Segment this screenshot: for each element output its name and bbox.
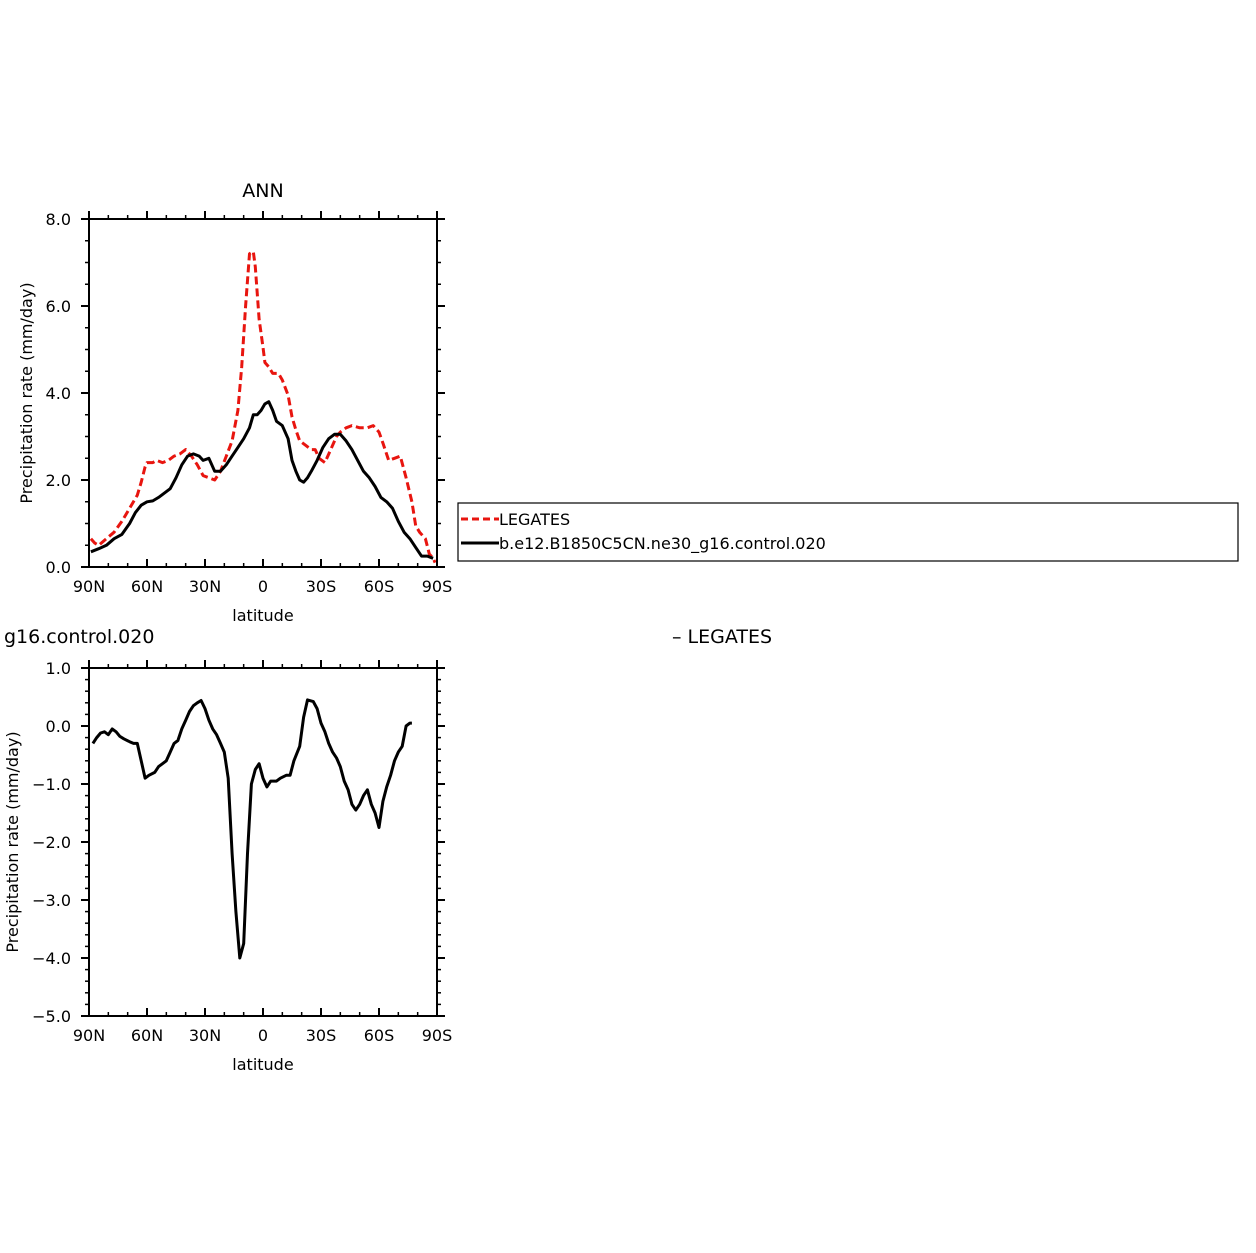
top-x-tick-label: 0 — [258, 577, 268, 596]
bottom-y-tick-label: −5.0 — [32, 1007, 71, 1026]
bottom-panel-title-right: – LEGATES — [672, 626, 772, 648]
top-panel-ticks — [81, 211, 445, 568]
bottom-panel: g16.control.020 – LEGATES −5.0 −4.0 −3.0 −2… — [3, 626, 772, 1074]
bottom-x-tick-label: 0 — [258, 1026, 268, 1045]
bottom-x-tick-label: 90N — [73, 1026, 105, 1045]
top-panel-y-tick-labels: 0.0 2.0 4.0 6.0 8.0 — [46, 210, 71, 577]
top-panel-y-axis-label: Precipitation rate (mm/day) — [17, 282, 36, 503]
top-y-tick-label: 2.0 — [46, 471, 71, 490]
top-panel-x-axis-label: latitude — [232, 606, 293, 625]
bottom-y-tick-label: 0.0 — [46, 717, 71, 736]
bottom-y-tick-label: −2.0 — [32, 833, 71, 852]
bottom-panel-series-group — [91, 698, 412, 960]
bottom-y-tick-label: −1.0 — [32, 775, 71, 794]
bottom-series-line-1 — [91, 698, 412, 960]
legend: LEGATES b.e12.B1850C5CN.ne30_g16.control… — [457, 502, 1239, 562]
top-panel: ANN 0.02.04.06.08.0 90N 60N 30N 0 30S 60S 90S … — [17, 180, 452, 625]
top-y-tick-label: 6.0 — [46, 297, 71, 316]
top-x-tick-label: 30S — [306, 577, 337, 596]
top-panel-x-tick-labels: 90N 60N 30N 0 30S 60S 90S — [73, 577, 452, 596]
bottom-panel-y-axis-label: Precipitation rate (mm/day) — [3, 731, 22, 952]
bottom-x-tick-label: 90S — [422, 1026, 453, 1045]
top-series-line-2 — [90, 400, 434, 560]
top-x-tick-label: 30N — [189, 577, 221, 596]
bottom-panel-title-left: g16.control.020 — [4, 626, 154, 648]
legend-label-model: b.e12.B1850C5CN.ne30_g16.control.020 — [499, 534, 826, 554]
top-x-tick-label: 60N — [131, 577, 163, 596]
top-x-tick-label: 90N — [73, 577, 105, 596]
top-y-tick-label: 0.0 — [46, 558, 71, 577]
bottom-x-tick-label: 30N — [189, 1026, 221, 1045]
bottom-x-tick-label: 30S — [306, 1026, 337, 1045]
top-series-line-1 — [89, 250, 437, 564]
legend-label-legates: LEGATES — [499, 510, 570, 529]
legend-box — [457, 502, 1239, 562]
bottom-y-tick-label: −4.0 — [32, 949, 71, 968]
top-x-tick-label: 90S — [422, 577, 453, 596]
bottom-panel-y-tick-labels: −5.0 −4.0 −3.0 −2.0 −1.0 0.0 1.0 — [32, 659, 71, 1026]
top-y-tick-label: 8.0 — [46, 210, 71, 229]
top-x-tick-label: 60S — [364, 577, 395, 596]
bottom-y-tick-label: 1.0 — [46, 659, 71, 678]
bottom-panel-x-axis-label: latitude — [232, 1055, 293, 1074]
bottom-panel-ticks — [81, 660, 445, 1017]
top-panel-series-group — [89, 250, 437, 564]
top-y-tick-label: 4.0 — [46, 384, 71, 403]
bottom-panel-frame — [88, 667, 438, 1017]
bottom-panel-x-tick-labels: 90N 60N 30N 0 30S 60S 90S — [73, 1026, 452, 1045]
top-panel-title: ANN — [242, 180, 283, 202]
bottom-x-tick-label: 60N — [131, 1026, 163, 1045]
bottom-x-tick-label: 60S — [364, 1026, 395, 1045]
bottom-y-tick-label: −3.0 — [32, 891, 71, 910]
top-panel-frame — [88, 218, 438, 568]
